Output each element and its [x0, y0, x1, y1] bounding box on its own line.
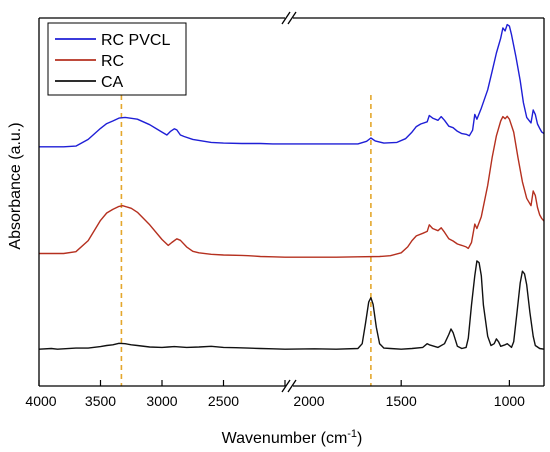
x-tick-label-1500: 1500: [386, 393, 417, 409]
axis-break-mark-top-2: [287, 11, 297, 25]
x-tick-label-4000: 4000: [25, 393, 56, 409]
axis-break-mark-bottom-2: [287, 379, 297, 393]
series-line-rc-part1: [39, 205, 286, 258]
plot-area: [38, 23, 545, 386]
x-axis-label-close: ): [357, 430, 362, 447]
x-axis-label-main: Wavenumber (cm: [222, 430, 348, 447]
legend-label-ca: CA: [101, 74, 124, 91]
x-tick-label-2500: 2500: [208, 393, 239, 409]
legend: RC PVCL RC CA: [47, 22, 187, 96]
series-line-rc-pvcl-part2: [285, 23, 545, 145]
series-line-rc-part2: [285, 115, 545, 258]
x-axis-label-superscript: -1: [347, 428, 357, 440]
series-line-ca-part2: [284, 260, 545, 350]
axis-break-mark-bottom-1: [281, 379, 291, 393]
axes: 4000 3500 3000 2500 2000 1500 1000: [25, 11, 545, 409]
x-tick-label-2000: 2000: [293, 393, 324, 409]
legend-label-rc: RC: [101, 53, 124, 70]
axis-break-mark-top-1: [281, 11, 291, 25]
series-line-ca-part1: [38, 342, 286, 350]
legend-box: [47, 22, 187, 96]
x-tick-label-3500: 3500: [85, 393, 116, 409]
series-line-rc-pvcl-part1: [39, 116, 285, 148]
x-tick-label-3000: 3000: [146, 393, 177, 409]
y-axis-label: Absorbance (a.u.): [7, 122, 24, 249]
legend-label-rc-pvcl: RC PVCL: [101, 32, 170, 49]
x-tick-label-1000: 1000: [494, 393, 525, 409]
x-axis-label: Wavenumber (cm-1): [222, 428, 363, 447]
